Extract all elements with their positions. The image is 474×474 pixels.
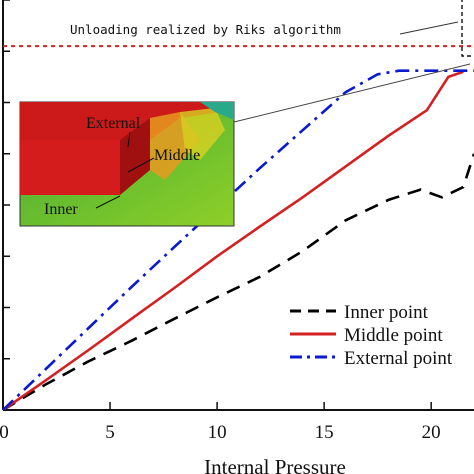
- inset-teal-corner: [200, 102, 234, 120]
- riks-annotation-pointer: [399, 21, 459, 35]
- legend-label-inner: Inner point: [344, 302, 429, 323]
- x-ticks: 0 5 10 15 20: [0, 402, 441, 443]
- series-line-middle-point: [2, 70, 464, 410]
- x-tick-label: 15: [315, 422, 334, 443]
- x-tick-label: 5: [105, 422, 115, 443]
- inset-top-face: [20, 102, 234, 140]
- y-ticks: [3, 0, 10, 411]
- series-layer: [2, 69, 474, 410]
- legend-label-external: External point: [344, 348, 453, 369]
- x-tick-label: 10: [208, 422, 227, 443]
- inset-pointer-inner: [95, 195, 121, 209]
- series-line-inner-point: [2, 153, 474, 410]
- inset-side-face: [120, 118, 150, 195]
- inset-front-face: [20, 140, 120, 195]
- x-tick-label: 0: [0, 422, 9, 443]
- legend: Inner point Middle point External point: [290, 302, 453, 369]
- inset-contour-image: External Middle Inner: [19, 63, 471, 227]
- legend-label-middle: Middle point: [344, 325, 443, 346]
- inset-label-inner: Inner: [44, 201, 78, 218]
- inset-label-external: External: [86, 115, 141, 132]
- inset-pointer-middle: [127, 157, 155, 173]
- inset-callout-line: [233, 63, 471, 123]
- riks-annotation-box: [461, 0, 474, 57]
- inset-label-middle: Middle: [154, 147, 200, 164]
- riks-annotation-text: Unloading realized by Riks algorithm: [70, 22, 341, 37]
- inset-pointer-external: [127, 131, 131, 148]
- inset-yellow-band: [180, 108, 225, 160]
- x-axis-title: Internal Pressure: [204, 455, 346, 474]
- series-line-external-point: [2, 69, 474, 410]
- x-tick-label: 20: [422, 422, 441, 443]
